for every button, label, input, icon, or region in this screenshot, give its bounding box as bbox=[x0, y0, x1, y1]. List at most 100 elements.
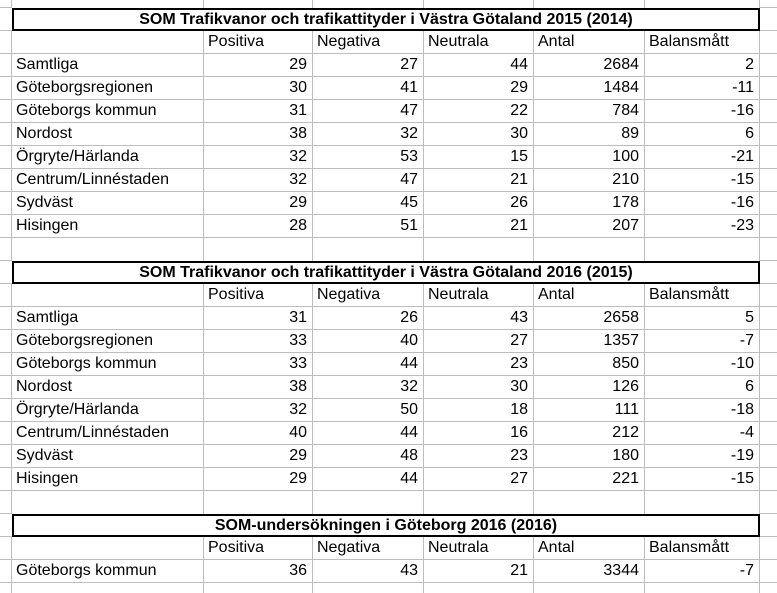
empty-cell[interactable] bbox=[0, 31, 12, 54]
value-cell[interactable]: 32 bbox=[204, 146, 313, 169]
row-label-cell[interactable]: Örgryte/Härlanda bbox=[12, 146, 204, 169]
value-cell[interactable]: -7 bbox=[645, 330, 760, 353]
empty-cell[interactable] bbox=[0, 514, 12, 537]
column-header[interactable]: Balansmått bbox=[645, 537, 760, 560]
value-cell[interactable]: 89 bbox=[534, 123, 645, 146]
empty-cell[interactable] bbox=[645, 0, 760, 8]
empty-cell[interactable] bbox=[760, 77, 777, 100]
empty-cell[interactable] bbox=[424, 491, 534, 514]
value-cell[interactable]: 6 bbox=[645, 123, 760, 146]
value-cell[interactable]: 29 bbox=[204, 468, 313, 491]
column-header[interactable]: Positiva bbox=[204, 31, 313, 54]
empty-cell[interactable] bbox=[760, 491, 777, 514]
value-cell[interactable]: 210 bbox=[534, 169, 645, 192]
value-cell[interactable]: 100 bbox=[534, 146, 645, 169]
row-label-cell[interactable]: Samtliga bbox=[12, 54, 204, 77]
empty-cell[interactable] bbox=[534, 0, 645, 8]
empty-cell[interactable] bbox=[0, 77, 12, 100]
value-cell[interactable]: 30 bbox=[424, 376, 534, 399]
empty-cell[interactable] bbox=[0, 261, 12, 284]
empty-cell[interactable] bbox=[313, 0, 424, 8]
empty-cell[interactable] bbox=[424, 238, 534, 261]
value-cell[interactable]: 44 bbox=[313, 422, 424, 445]
value-cell[interactable]: 784 bbox=[534, 100, 645, 123]
column-header[interactable]: Antal bbox=[534, 284, 645, 307]
column-header[interactable]: Neutrala bbox=[424, 537, 534, 560]
empty-cell[interactable] bbox=[760, 123, 777, 146]
empty-cell[interactable] bbox=[645, 491, 760, 514]
value-cell[interactable]: 1357 bbox=[534, 330, 645, 353]
value-cell[interactable]: 44 bbox=[313, 468, 424, 491]
value-cell[interactable]: -15 bbox=[645, 169, 760, 192]
value-cell[interactable]: 2 bbox=[645, 54, 760, 77]
value-cell[interactable]: 221 bbox=[534, 468, 645, 491]
value-cell[interactable]: -19 bbox=[645, 445, 760, 468]
column-header[interactable]: Negativa bbox=[313, 284, 424, 307]
empty-cell[interactable] bbox=[760, 169, 777, 192]
value-cell[interactable]: 41 bbox=[313, 77, 424, 100]
empty-cell[interactable] bbox=[12, 537, 204, 560]
value-cell[interactable]: -16 bbox=[645, 192, 760, 215]
value-cell[interactable]: 28 bbox=[204, 215, 313, 238]
empty-cell[interactable] bbox=[204, 583, 313, 593]
empty-cell[interactable] bbox=[0, 491, 12, 514]
value-cell[interactable]: 36 bbox=[204, 560, 313, 583]
table-title[interactable]: SOM Trafikvanor och trafikattityder i Vä… bbox=[12, 261, 760, 284]
value-cell[interactable]: 6 bbox=[645, 376, 760, 399]
empty-cell[interactable] bbox=[0, 238, 12, 261]
empty-cell[interactable] bbox=[12, 583, 204, 593]
value-cell[interactable]: 2684 bbox=[534, 54, 645, 77]
value-cell[interactable]: 44 bbox=[424, 54, 534, 77]
value-cell[interactable]: 111 bbox=[534, 399, 645, 422]
empty-cell[interactable] bbox=[760, 514, 777, 537]
empty-cell[interactable] bbox=[760, 192, 777, 215]
empty-cell[interactable] bbox=[0, 468, 12, 491]
row-label-cell[interactable]: Centrum/Linnéstaden bbox=[12, 169, 204, 192]
empty-cell[interactable] bbox=[313, 491, 424, 514]
empty-cell[interactable] bbox=[0, 284, 12, 307]
table-title[interactable]: SOM Trafikvanor och trafikattityder i Vä… bbox=[12, 8, 760, 31]
empty-cell[interactable] bbox=[760, 146, 777, 169]
empty-cell[interactable] bbox=[760, 376, 777, 399]
column-header[interactable]: Balansmått bbox=[645, 31, 760, 54]
value-cell[interactable]: -10 bbox=[645, 353, 760, 376]
value-cell[interactable]: 32 bbox=[313, 376, 424, 399]
empty-cell[interactable] bbox=[0, 0, 12, 8]
column-header[interactable]: Balansmått bbox=[645, 284, 760, 307]
column-header[interactable]: Negativa bbox=[313, 537, 424, 560]
value-cell[interactable]: -15 bbox=[645, 468, 760, 491]
empty-cell[interactable] bbox=[12, 238, 204, 261]
value-cell[interactable]: 32 bbox=[313, 123, 424, 146]
value-cell[interactable]: 26 bbox=[313, 307, 424, 330]
empty-cell[interactable] bbox=[0, 100, 12, 123]
empty-cell[interactable] bbox=[760, 284, 777, 307]
empty-cell[interactable] bbox=[760, 445, 777, 468]
empty-cell[interactable] bbox=[760, 353, 777, 376]
empty-cell[interactable] bbox=[12, 0, 204, 8]
value-cell[interactable]: 30 bbox=[424, 123, 534, 146]
empty-cell[interactable] bbox=[760, 537, 777, 560]
empty-cell[interactable] bbox=[534, 491, 645, 514]
empty-cell[interactable] bbox=[12, 491, 204, 514]
value-cell[interactable]: 29 bbox=[204, 445, 313, 468]
value-cell[interactable]: 212 bbox=[534, 422, 645, 445]
value-cell[interactable]: -18 bbox=[645, 399, 760, 422]
value-cell[interactable]: 29 bbox=[424, 77, 534, 100]
row-label-cell[interactable]: Samtliga bbox=[12, 307, 204, 330]
value-cell[interactable]: 27 bbox=[313, 54, 424, 77]
value-cell[interactable]: 26 bbox=[424, 192, 534, 215]
empty-cell[interactable] bbox=[204, 491, 313, 514]
value-cell[interactable]: 31 bbox=[204, 307, 313, 330]
value-cell[interactable]: 3344 bbox=[534, 560, 645, 583]
value-cell[interactable]: 32 bbox=[204, 399, 313, 422]
value-cell[interactable]: 43 bbox=[313, 560, 424, 583]
empty-cell[interactable] bbox=[760, 468, 777, 491]
column-header[interactable]: Antal bbox=[534, 31, 645, 54]
value-cell[interactable]: -21 bbox=[645, 146, 760, 169]
empty-cell[interactable] bbox=[645, 583, 760, 593]
value-cell[interactable]: 47 bbox=[313, 100, 424, 123]
empty-cell[interactable] bbox=[424, 583, 534, 593]
empty-cell[interactable] bbox=[760, 422, 777, 445]
empty-cell[interactable] bbox=[313, 238, 424, 261]
row-label-cell[interactable]: Hisingen bbox=[12, 215, 204, 238]
